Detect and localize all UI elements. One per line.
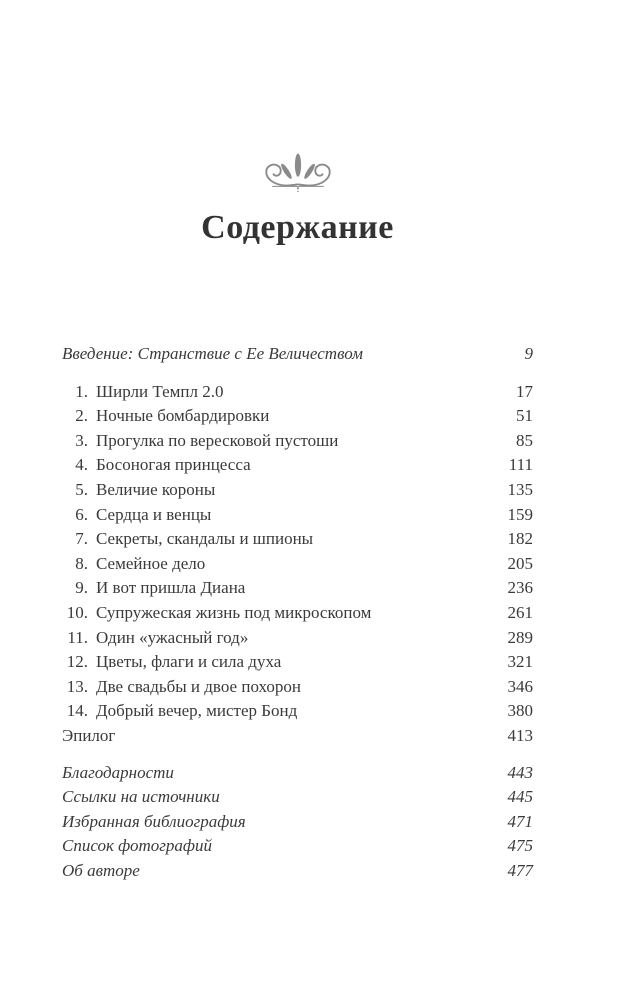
toc-entry-page: 380	[507, 701, 534, 721]
toc-entry-page: 477	[507, 860, 534, 880]
toc-entry-label: И вот пришла Диана	[96, 578, 246, 598]
toc-entry-page: 471	[507, 811, 534, 831]
toc-entry-chapter-1: 1. Ширли Темпл 2.0 17	[62, 380, 533, 405]
toc-entry-sources: Ссылки на источники 445	[62, 785, 533, 810]
toc-entry-chapter-3: 3. Прогулка по вересковой пустоши 85	[62, 429, 533, 454]
toc-entry-page: 205	[507, 553, 534, 573]
toc-entry-label: Ширли Темпл 2.0	[96, 381, 224, 401]
toc-entry-page: 182	[507, 529, 534, 549]
toc-entry-introduction: Введение: Странствие с Ее Величеством 9	[62, 342, 533, 367]
toc-entry-about-author: Об авторе 477	[62, 859, 533, 884]
toc-entry-page: 51	[516, 406, 533, 426]
toc-entry-label: Босоногая принцесса	[96, 455, 251, 475]
toc-entry-label: Цветы, флаги и сила духа	[96, 652, 282, 672]
toc-entry-label: Семейное дело	[96, 553, 206, 573]
toc-entry-page: 9	[524, 344, 534, 363]
toc-entry-number: 14.	[66, 701, 88, 721]
toc-entry-number: 5.	[75, 479, 88, 499]
ornament-container	[62, 152, 533, 196]
toc-entry-chapter-7: 7. Секреты, скандалы и шпионы 182	[62, 527, 533, 552]
toc-entry-label: Введение: Странствие с Ее Величеством	[62, 344, 363, 363]
toc-entry-label: Благодарности	[62, 762, 174, 782]
toc-entry-page: 346	[507, 676, 534, 696]
toc-entry-chapter-4: 4. Босоногая принцесса 111	[62, 453, 533, 478]
toc-entry-page: 261	[507, 602, 534, 622]
toc-entry-number: 4.	[75, 455, 88, 475]
toc-entry-number: 9.	[75, 578, 88, 598]
toc-entry-chapter-11: 11. Один «ужасный год» 289	[62, 626, 533, 651]
toc-entry-number: 2.	[75, 406, 88, 426]
toc-entry-chapter-13: 13. Две свадьбы и двое похорон 346	[62, 675, 533, 700]
toc-entry-page: 236	[507, 578, 534, 598]
toc-entry-number: 8.	[75, 553, 88, 573]
toc-entry-chapter-9: 9. И вот пришла Диана 236	[62, 576, 533, 601]
page-title: Содержание	[201, 209, 394, 246]
toc-entry-number: 13.	[66, 676, 88, 696]
flourish-ornament-icon	[264, 153, 331, 193]
toc-entry-page: 159	[507, 504, 534, 524]
toc-entry-chapter-8: 8. Семейное дело 205	[62, 552, 533, 577]
toc-entry-epilogue: Эпилог 413	[62, 724, 533, 749]
toc-entry-page: 321	[507, 652, 534, 672]
toc-entry-label: Сердца и венцы	[96, 504, 212, 524]
toc-entry-label: Супружеская жизнь под микроскопом	[96, 602, 372, 622]
toc-entry-number: 7.	[75, 529, 88, 549]
toc-entry-label: Добрый вечер, мистер Бонд	[96, 701, 298, 721]
toc-entry-chapter-2: 2. Ночные бомбардировки 51	[62, 404, 533, 429]
toc-entry-page: 111	[508, 455, 533, 475]
toc-entry-page: 289	[507, 627, 534, 647]
toc-entry-photo-list: Список фотографий 475	[62, 834, 533, 859]
toc-entry-label: Один «ужасный год»	[96, 627, 249, 647]
toc-entry-label: Об авторе	[62, 860, 140, 880]
toc-entry-page: 445	[507, 787, 534, 807]
toc-entry-label: Эпилог	[62, 725, 116, 745]
toc-entry-label: Список фотографий	[62, 836, 212, 856]
toc-entry-number: 3.	[75, 430, 88, 450]
toc-entry-label: Прогулка по вересковой пустоши	[96, 430, 339, 450]
toc-entry-number: 11.	[67, 627, 88, 647]
toc-entry-page: 17	[516, 381, 533, 401]
toc-entry-page: 443	[507, 762, 534, 782]
toc-entry-label: Избранная библиография	[62, 811, 246, 831]
toc-entry-label: Две свадьбы и двое похорон	[96, 676, 301, 696]
toc-entry-number: 10.	[66, 602, 88, 622]
toc-entry-page: 413	[507, 725, 534, 745]
toc-entry-page: 135	[507, 479, 534, 499]
toc-entry-number: 12.	[66, 652, 88, 672]
toc-entry-page: 475	[507, 836, 534, 856]
toc-entry-label: Ночные бомбардировки	[96, 406, 270, 426]
toc-entry-acknowledgements: Благодарности 443	[62, 761, 533, 786]
toc-entry-chapter-10: 10. Супружеская жизнь под микроскопом 26…	[62, 601, 533, 626]
toc-entry-number: 1.	[75, 381, 88, 401]
toc-entry-page: 85	[516, 430, 533, 450]
table-of-contents: Введение: Странствие с Ее Величеством 9 …	[62, 342, 533, 883]
toc-entry-chapter-5: 5. Величие короны 135	[62, 478, 533, 503]
toc-entry-chapter-14: 14. Добрый вечер, мистер Бонд 380	[62, 699, 533, 724]
toc-entry-chapter-6: 6. Сердца и венцы 159	[62, 503, 533, 528]
toc-entry-bibliography: Избранная библиография 471	[62, 810, 533, 835]
toc-entry-label: Величие короны	[96, 479, 216, 499]
toc-entry-label: Секреты, скандалы и шпионы	[96, 529, 314, 549]
toc-entry-label: Ссылки на источники	[62, 787, 220, 807]
toc-entry-chapter-12: 12. Цветы, флаги и сила духа 321	[62, 650, 533, 675]
toc-entry-number: 6.	[75, 504, 88, 524]
